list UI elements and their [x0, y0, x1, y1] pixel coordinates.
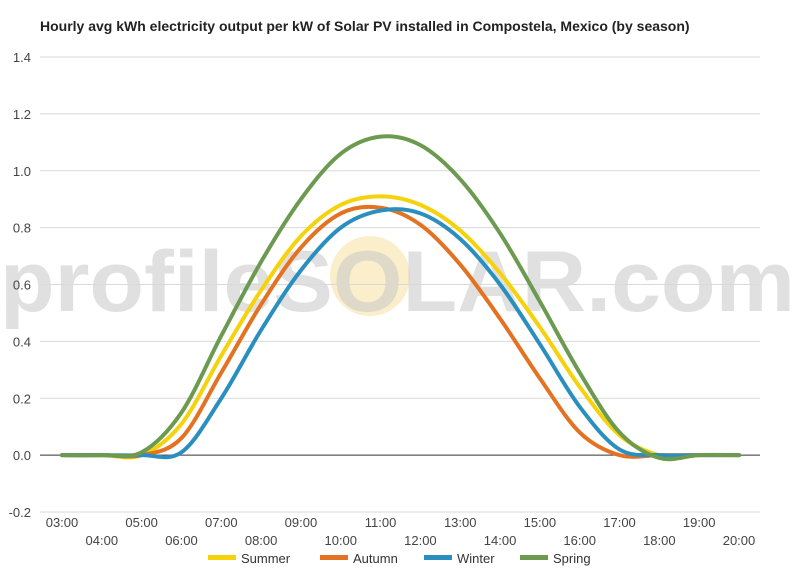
y-tick-label: 0.6	[13, 278, 31, 293]
x-tick-label: 10:00	[324, 533, 357, 548]
y-tick-label: 1.2	[13, 107, 31, 122]
watermark: profileSOLAR.com	[0, 234, 795, 330]
x-tick-label: 08:00	[245, 533, 278, 548]
x-tick-label: 03:00	[46, 515, 79, 530]
x-tick-label: 09:00	[285, 515, 318, 530]
x-tick-label: 07:00	[205, 515, 238, 530]
y-tick-label: 1.4	[13, 50, 31, 65]
grid	[40, 56, 760, 513]
x-tick-label: 04:00	[86, 533, 119, 548]
x-tick-label: 06:00	[165, 533, 198, 548]
x-tick-label: 13:00	[444, 515, 477, 530]
y-tick-label: 0.2	[13, 391, 31, 406]
watermark-sun-icon	[330, 236, 410, 316]
x-tick-label: 16:00	[563, 533, 596, 548]
y-tick-label: 0.8	[13, 221, 31, 236]
series-line-autumn	[60, 204, 741, 459]
chart-title: Hourly avg kWh electricity output per kW…	[40, 18, 690, 34]
series-lines	[60, 134, 741, 462]
legend-item-autumn: Autumn	[320, 551, 398, 566]
legend-item-winter: Winter	[424, 551, 495, 566]
x-tick-label: 05:00	[125, 515, 158, 530]
legend-swatch	[208, 555, 236, 560]
legend-swatch	[320, 555, 348, 560]
y-tick-label: 0.4	[13, 334, 31, 349]
legend: Summer Autumn Winter Spring	[208, 551, 591, 566]
x-tick-label: 12:00	[404, 533, 437, 548]
legend-item-spring: Spring	[520, 551, 591, 566]
y-tick-label: -0.2	[9, 505, 31, 520]
y-tick-label: 0.0	[13, 448, 31, 463]
legend-swatch	[424, 555, 452, 560]
legend-label: Winter	[457, 551, 495, 566]
x-tick-label: 19:00	[683, 515, 716, 530]
x-tick-label: 11:00	[365, 515, 397, 530]
x-tick-label: 17:00	[603, 515, 636, 530]
x-tick-label: 20:00	[723, 533, 756, 548]
legend-label: Autumn	[353, 551, 398, 566]
series-line-winter	[60, 207, 741, 460]
axes: -0.2 0.0 0.2 0.4 0.6 0.8 1.0 1.2 1.4 03:00 04:00 05…	[9, 50, 756, 548]
y-tick-label: 1.0	[13, 164, 31, 179]
series-line-spring	[60, 134, 741, 462]
watermark-text: profileSOLAR.com	[0, 234, 795, 330]
x-tick-label: 15:00	[524, 515, 557, 530]
x-tick-label: 18:00	[643, 533, 676, 548]
legend-item-summer: Summer	[208, 551, 291, 566]
x-tick-label: 14:00	[484, 533, 517, 548]
legend-label: Spring	[553, 551, 591, 566]
legend-label: Summer	[241, 551, 291, 566]
legend-swatch	[520, 555, 548, 560]
